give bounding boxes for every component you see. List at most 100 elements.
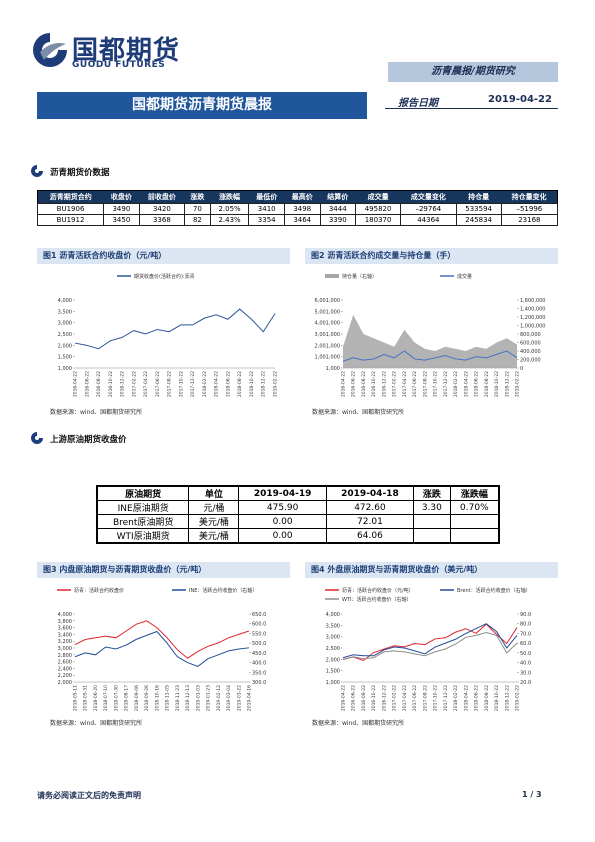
table-cell: 495820 xyxy=(355,203,402,215)
x-tick-label: 2018-05-11 xyxy=(73,685,79,711)
table-cell: 0.00 xyxy=(238,528,327,544)
table-cell: 472.60 xyxy=(325,500,415,515)
chart-title: 图1 沥青活跃合约收盘价（元/吨） xyxy=(37,248,290,264)
y-tick-label: 2,800 xyxy=(58,653,72,659)
table-cell: 245834 xyxy=(455,214,502,226)
table-cell: 82 xyxy=(184,214,211,226)
x-tick-label: 2018-02-22 xyxy=(202,371,208,397)
y2-tick-label: 600.0 xyxy=(252,622,266,628)
report-date: 2019-04-22 xyxy=(488,94,552,105)
table-cell: 3444 xyxy=(319,203,357,215)
y-tick-label: 3,000 xyxy=(58,321,72,327)
y-tick-label: 3,600 xyxy=(58,626,72,632)
x-tick-label: 2018-12-13 xyxy=(185,685,191,711)
x-tick-label: 2018-12-22 xyxy=(504,685,510,711)
x-tick-label: 2017-12-22 xyxy=(190,371,196,397)
x-tick-label: 2018-02-22 xyxy=(453,685,459,711)
x-tick-label: 2017-06-22 xyxy=(155,371,161,397)
legend-label: 沥青：活跃合约收盘价（元/吨） xyxy=(342,587,414,594)
y-tick-label: 2,000 xyxy=(326,657,340,663)
table-cell xyxy=(413,528,451,544)
legend-label: 成交量 xyxy=(457,273,472,280)
table-row: BU1906 3490 3420 70 2.05% 3410 3498 3444 495820–… xyxy=(36,203,559,215)
column-header: 2019-04-19 xyxy=(238,485,327,501)
column-header: 持仓量 xyxy=(456,190,502,204)
x-tick-label: 2019-02-12 xyxy=(216,685,222,711)
y2-tick-label: 80.0 xyxy=(520,622,531,628)
x-tick-label: 2019-02-22 xyxy=(515,685,521,711)
x-tick-label: 2018-04-22 xyxy=(463,685,469,711)
y2-tick-label: 1,400,000 xyxy=(520,307,545,313)
legend-swatch xyxy=(325,274,339,278)
x-tick-label: 2018-10-22 xyxy=(249,371,255,397)
column-header: 前收盘价 xyxy=(139,190,185,204)
table-row: Brent原油期货 美元/桶 0.00 72.01 xyxy=(96,514,500,529)
y-tick-label: 2,400 xyxy=(58,666,72,672)
x-tick-label: 2017-12-22 xyxy=(443,685,449,711)
banner-title: 国都期货沥青期货晨报 xyxy=(37,92,367,119)
section-title: 上游原油期货收盘价 xyxy=(50,435,127,445)
y-tick-label: 4,000 xyxy=(326,612,340,618)
column-header: 成交量变化 xyxy=(400,190,457,204)
x-tick-label: 2017-04-22 xyxy=(143,371,149,397)
line xyxy=(342,623,518,659)
source: 数据来源：wind、国都期货研究所 xyxy=(50,409,143,416)
y-tick-label: 3,400 xyxy=(58,632,72,638)
divider xyxy=(385,108,558,109)
logo-icon xyxy=(33,33,67,67)
x-tick-label: 2018-08-22 xyxy=(237,371,243,397)
logo-subtext: GUODU FUTURES xyxy=(72,60,166,70)
y2-tick-label: 400,000 xyxy=(520,349,541,355)
x-tick-label: 2019-03-04 xyxy=(226,685,232,711)
x-tick-label: 2018-02-22 xyxy=(453,371,459,397)
x-tick-label: 2016-12-22 xyxy=(381,685,387,711)
y-tick-label: 2,200 xyxy=(58,673,72,679)
column-header: 收盘价 xyxy=(103,190,140,204)
x-tick-label: 2016-10-22 xyxy=(371,685,377,711)
y-tick-label: 3,200 xyxy=(58,639,72,645)
y2-tick-label: 400.0 xyxy=(252,661,266,667)
date-label: 报告日期 xyxy=(398,98,438,109)
x-tick-label: 2018-08-22 xyxy=(484,371,490,397)
table-cell: 元/桶 xyxy=(188,500,240,515)
chart-title: 图2 沥青活跃合约成交量与持仓量（手） xyxy=(305,248,558,264)
table-cell: 3490 xyxy=(103,203,140,215)
x-tick-label: 2018-04-22 xyxy=(463,371,469,397)
table-cell: 美元/桶 xyxy=(188,528,240,544)
x-tick-label: 2017-02-22 xyxy=(392,371,398,397)
y2-tick-label: 300.0 xyxy=(252,680,266,686)
x-tick-label: 2019-03-22 xyxy=(236,685,242,711)
table-cell: 3464 xyxy=(283,214,321,226)
column-header: 单位 xyxy=(188,485,240,501)
price-table: 沥青期货合约 收盘价 前收盘价 涨跌 涨跌幅 最低价 最高价 结算价 成交量 成交量变化 持仓量 持仓… xyxy=(36,190,559,226)
x-tick-label: 2017-04-22 xyxy=(402,371,408,397)
column-header: 最高价 xyxy=(284,190,320,204)
x-tick-label: 2018-11-05 xyxy=(165,685,171,711)
y2-tick-label: 50.0 xyxy=(520,651,531,657)
x-tick-label: 2017-08-22 xyxy=(422,371,428,397)
table-cell xyxy=(449,528,500,544)
y-tick-label: 4,000 xyxy=(58,298,72,304)
x-tick-label: 2019-01-03 xyxy=(195,685,201,711)
x-tick-label: 2018-06-22 xyxy=(225,371,231,397)
x-tick-label: 2017-04-22 xyxy=(402,685,408,711)
line xyxy=(342,623,518,662)
section-icon xyxy=(31,165,43,177)
x-tick-label: 2018-08-17 xyxy=(124,685,130,711)
x-tick-label: 2016-12-22 xyxy=(120,371,126,397)
x-tick-label: 2017-06-22 xyxy=(412,371,418,397)
column-header: 涨跌 xyxy=(184,190,211,204)
y2-tick-label: 500.0 xyxy=(252,641,266,647)
page-number: 1 / 3 xyxy=(522,790,542,799)
x-tick-label: 2017-02-22 xyxy=(131,371,137,397)
chart: 1,000 1,500 2,000 2,500 3,000 3,500 4,000 2016-… xyxy=(58,273,279,397)
y-tick-label: 1,000 xyxy=(58,366,72,372)
table-cell: 3420 xyxy=(138,203,186,215)
y-tick-label: 5,001,000 xyxy=(315,309,340,315)
y-tick-label: 2,500 xyxy=(58,332,72,338)
y-tick-label: 4,001,000 xyxy=(315,321,340,327)
table-cell: 0.00 xyxy=(238,514,327,529)
x-tick-label: 2016-04-22 xyxy=(341,371,347,397)
x-tick-label: 2016-10-22 xyxy=(108,371,114,397)
table-cell: 3410 xyxy=(248,203,285,215)
